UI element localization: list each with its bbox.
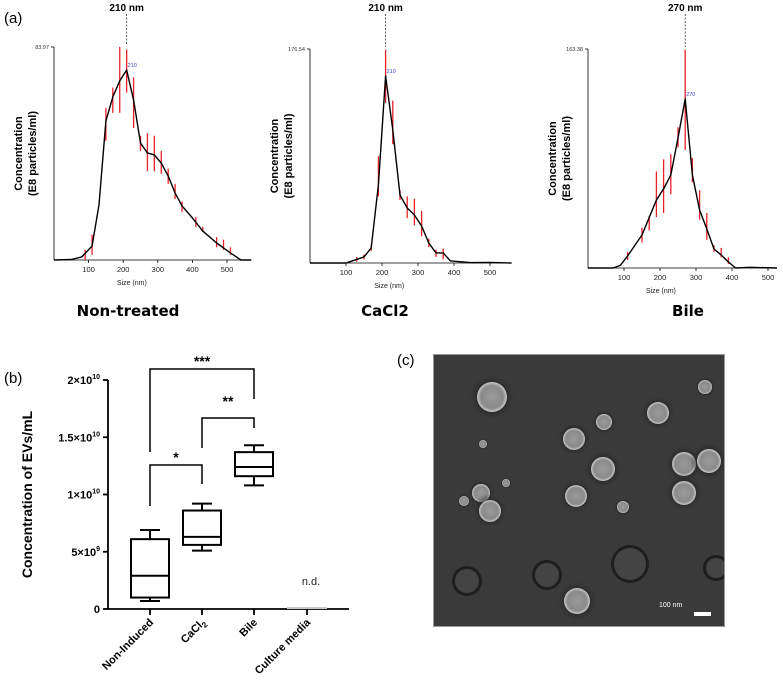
extracellular-vesicle: [564, 588, 590, 614]
x-tick-label: Non-Induced: [100, 617, 156, 673]
box: [234, 451, 274, 478]
extracellular-vesicle: [617, 501, 629, 513]
dark-vesicle-core: [535, 563, 559, 587]
extracellular-vesicle: [697, 449, 721, 473]
distribution-curve: [588, 98, 778, 269]
y-max-label: 163.38: [566, 47, 583, 53]
y-tick-label: 1.5×1010: [58, 431, 100, 444]
x-axis-label: Size (nm): [117, 280, 147, 287]
y-tick-label: 5×109: [71, 546, 100, 559]
not-detected-label: n.d.: [302, 576, 320, 588]
x-tick-label: 200: [117, 265, 130, 274]
size-chart-1: 83.97 100 200 300 400 500 Size (nm) Concentrati…: [13, 3, 252, 287]
x-tick-label: 400: [448, 268, 461, 277]
significance-bracket: [149, 368, 255, 452]
peak-value-label: 270: [686, 92, 695, 98]
extracellular-vesicle: [698, 380, 712, 394]
x-tick-label: 300: [152, 265, 165, 274]
extracellular-vesicle: [479, 500, 501, 522]
panel-label-b: (b): [4, 370, 23, 387]
extracellular-vesicle: [647, 402, 669, 424]
x-tick-label: 400: [186, 265, 199, 274]
x-tick-label: 300: [690, 273, 703, 282]
box: [130, 538, 170, 599]
y-axis-label: Concentration of EVs/mL: [19, 410, 35, 578]
peak-value-label: 210: [128, 63, 137, 69]
boxplot-group: 0 5×109 1×1010 1.5×1010 2×1010 Concentration …: [19, 353, 349, 677]
y-axis-label: Concentration (E8 particles/ml): [547, 116, 573, 201]
dark-vesicle-core: [455, 569, 479, 593]
extracellular-vesicle: [591, 457, 615, 481]
box-cacl2: [182, 502, 222, 552]
x-tick-label: 100: [340, 268, 353, 277]
size-distribution-charts: 83.97 100 200 300 400 500 Size (nm) Concentrati…: [13, 3, 778, 295]
extracellular-vesicle: [563, 428, 585, 450]
x-tick-label: CaCl2: [179, 616, 210, 647]
significance-label: ***: [194, 353, 211, 369]
x-axis-label: Size (nm): [646, 288, 676, 295]
extracellular-vesicle: [502, 479, 510, 487]
x-tick-label: 200: [654, 273, 667, 282]
chart-title-non-treated: Non-treated: [76, 302, 180, 320]
box-non-induced: [130, 528, 170, 602]
x-axis-label: Size (nm): [374, 283, 404, 290]
significance-label: **: [223, 393, 234, 409]
peak-annotation: 210 nm: [368, 3, 403, 14]
dark-vesicle-core: [614, 548, 646, 580]
x-tick-label: 100: [618, 273, 631, 282]
y-tick-label: 1×1010: [67, 489, 100, 502]
x-tick-label: 300: [412, 268, 425, 277]
tem-micrograph: 100 nm: [433, 354, 725, 627]
extracellular-vesicle: [565, 485, 587, 507]
extracellular-vesicle: [479, 440, 487, 448]
extracellular-vesicle: [459, 496, 469, 506]
x-tick-label: 500: [484, 268, 497, 277]
y-tick-label: 2×1010: [67, 374, 100, 387]
extracellular-vesicle: [672, 481, 696, 505]
x-tick-label: 500: [221, 265, 234, 274]
y-axis-label: Concentration (E8 particles/ml): [13, 111, 39, 196]
distribution-curve: [310, 75, 512, 264]
dark-vesicle-core: [706, 558, 724, 578]
panel-label-a: (a): [4, 10, 23, 27]
extracellular-vesicle: [477, 382, 507, 412]
size-chart-3: 163.38 100 200 300 400 500 Size (nm) Concentrat…: [547, 3, 778, 295]
size-chart-2: 176.54 100 200 300 400 500 Size (nm) Concentrat…: [269, 3, 512, 290]
x-tick-label: 500: [762, 273, 775, 282]
y-tick-label: 0: [94, 604, 100, 616]
y-axis-label: Concentration (E8 particles/ml): [269, 113, 295, 198]
scale-bar-label: 100 nm: [659, 602, 683, 609]
chart-title-bile: Bile: [672, 302, 704, 320]
y-max-label: 176.54: [288, 47, 305, 53]
x-tick-label: 200: [376, 268, 389, 277]
significance-bracket: [201, 417, 255, 448]
x-tick-label: Culture media: [253, 616, 314, 677]
box-bile: [234, 444, 274, 487]
peak-annotation: 270 nm: [668, 3, 703, 14]
chart-title-cacl2: CaCl2: [361, 302, 409, 320]
extracellular-vesicle: [596, 414, 612, 430]
extracellular-vesicle: [672, 452, 696, 476]
scale-bar: [694, 612, 711, 616]
distribution-curve: [53, 69, 252, 261]
x-tick-label: 400: [726, 273, 739, 282]
tem-image: [434, 355, 724, 626]
peak-annotation: 210 nm: [109, 3, 144, 14]
y-max-label: 83.97: [35, 45, 49, 51]
significance-bracket: [149, 464, 203, 506]
panel-label-c: (c): [397, 352, 415, 369]
peak-value-label: 210: [387, 69, 396, 75]
significance-label: *: [173, 449, 179, 465]
ev-concentration-boxplot: 0 5×109 1×1010 1.5×1010 2×1010 Concentration …: [19, 353, 349, 677]
box: [182, 509, 222, 546]
x-tick-label: 100: [82, 265, 95, 274]
x-tick-label: Bile: [237, 617, 260, 640]
